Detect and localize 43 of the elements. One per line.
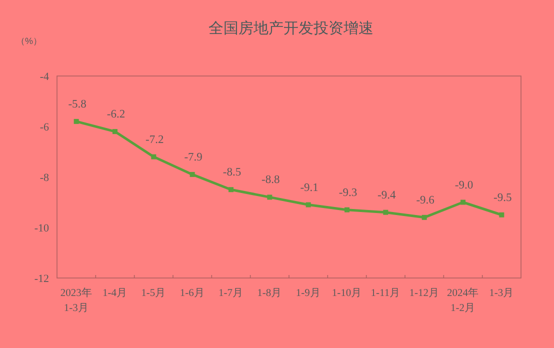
point [112, 129, 118, 134]
x-tick-label: 1-7月 [218, 287, 244, 299]
data-label: -7.9 [184, 151, 203, 164]
y-axis-title: （%） [16, 36, 42, 46]
data-label: -9.1 [300, 182, 319, 194]
point [306, 202, 311, 208]
x-tick-label: 1-5月 [141, 287, 166, 299]
point [383, 210, 388, 215]
data-label: -8.5 [222, 166, 242, 179]
point [228, 187, 234, 192]
point [74, 118, 79, 124]
data-label: -5.8 [68, 98, 87, 110]
data-label: -8.8 [262, 174, 280, 186]
data-label: -9.4 [378, 189, 396, 202]
data-label: -9.0 [454, 179, 474, 192]
y-tick-label: -4 [40, 71, 50, 83]
x-tick-label: 1-10月 [332, 287, 362, 299]
point [267, 194, 272, 200]
x-tick-label: 2023年 1-3月 [60, 287, 92, 314]
x-tick-label: 2024年 1-2月 [447, 287, 479, 314]
point [422, 214, 427, 220]
point [499, 212, 504, 218]
x-tick-label: 1-9月 [296, 287, 321, 299]
data-label: -7.2 [146, 134, 164, 146]
point [151, 154, 156, 160]
data-label: -6.2 [106, 108, 126, 121]
point [344, 207, 350, 212]
chart-title: 全国房地产开发投资增速 [208, 20, 374, 37]
data-label: -9.3 [338, 186, 358, 199]
x-tick-label: 1-12月 [409, 287, 440, 299]
x-tick-label: 1-3月 [489, 287, 514, 299]
y-tick-label: -6 [40, 122, 50, 134]
y-tick-label: -12 [34, 273, 49, 285]
y-tick-label: -8 [40, 172, 50, 184]
y-tick-label: -10 [34, 222, 50, 234]
point [190, 172, 195, 177]
x-tick-label: 1-4月 [102, 287, 128, 299]
x-tick-label: 1-8月 [257, 287, 282, 299]
data-label: -9.6 [416, 194, 435, 206]
data-label: -9.5 [494, 192, 512, 204]
x-tick-label: 1-6月 [180, 287, 205, 299]
x-tick-label: 1-11月 [370, 287, 401, 299]
point [460, 200, 466, 205]
